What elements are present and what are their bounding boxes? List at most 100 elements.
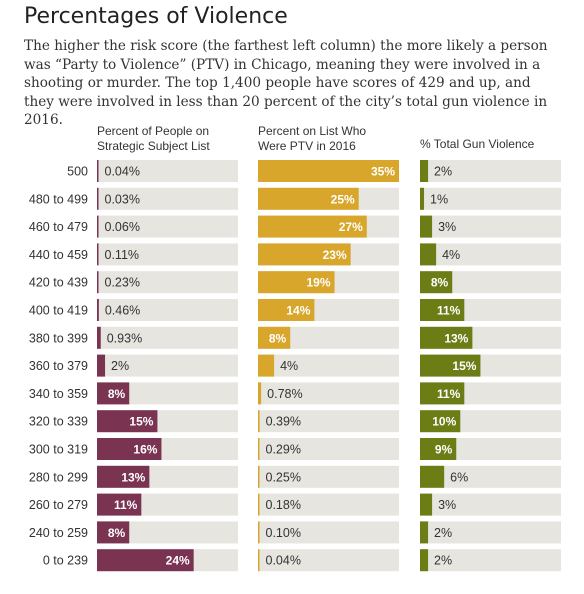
row-label: 320 to 339	[29, 415, 88, 429]
column-header-people: Percent of People on	[97, 124, 209, 138]
bar-people	[97, 299, 99, 321]
data-label-people: 8%	[108, 387, 126, 401]
data-label-gun: 9%	[435, 443, 453, 457]
bar-gun	[420, 438, 457, 460]
bar-ptv	[258, 549, 260, 572]
data-label-ptv: 0.78%	[267, 387, 302, 401]
data-label-people: 0.04%	[105, 165, 140, 179]
row-label: 420 to 439	[29, 276, 88, 290]
bar-track	[258, 465, 399, 488]
bar-people	[97, 326, 101, 349]
bar-ptv	[258, 382, 262, 405]
bar-gun	[420, 521, 429, 544]
bar-track	[258, 549, 399, 572]
data-label-people: 0.46%	[105, 304, 140, 318]
column-header-people: Strategic Subject List	[97, 139, 210, 153]
bar-gun	[420, 243, 437, 266]
bar-ptv	[258, 299, 315, 321]
bar-people	[97, 187, 99, 210]
data-label-gun: 11%	[437, 387, 461, 401]
bar-track	[420, 160, 561, 182]
bar-people	[97, 465, 150, 488]
bar-gun	[420, 215, 433, 238]
data-label-people: 24%	[166, 554, 190, 568]
data-label-ptv: 0.04%	[266, 554, 301, 568]
bar-track	[258, 521, 399, 544]
bar-ptv	[258, 326, 291, 349]
bar-people	[97, 271, 99, 294]
bar-ptv	[258, 465, 260, 488]
bar-track	[97, 243, 238, 266]
bar-ptv	[258, 354, 275, 377]
data-label-ptv: 0.10%	[266, 526, 301, 540]
row-label: 240 to 259	[29, 526, 88, 540]
bar-gun	[420, 410, 461, 433]
bar-people	[97, 354, 106, 377]
data-label-gun: 2%	[434, 526, 452, 540]
bar-track	[97, 299, 238, 321]
chart-description: The higher the risk score (the farthest …	[24, 38, 548, 128]
bar-track	[258, 438, 399, 460]
row-label: 0 to 239	[43, 554, 88, 568]
bar-track	[97, 326, 238, 349]
bar-track	[97, 187, 238, 210]
bar-gun	[420, 299, 465, 321]
bar-track	[97, 160, 238, 182]
data-label-gun: 10%	[432, 415, 456, 429]
bar-gun	[420, 271, 453, 294]
data-label-ptv: 0.18%	[266, 498, 301, 512]
data-label-gun: 3%	[438, 220, 456, 234]
bar-gun	[420, 326, 473, 349]
bar-track	[258, 326, 399, 349]
bar-people	[97, 243, 99, 266]
bar-people	[97, 438, 162, 460]
data-label-people: 2%	[111, 359, 129, 373]
bar-ptv	[258, 410, 260, 433]
bar-track	[97, 215, 238, 238]
data-label-people: 8%	[108, 526, 126, 540]
data-label-ptv: 0.39%	[266, 415, 301, 429]
bar-track	[420, 187, 561, 210]
data-label-ptv: 25%	[331, 192, 355, 206]
row-label: 440 to 459	[29, 248, 88, 262]
bar-ptv	[258, 271, 335, 294]
data-label-ptv: 8%	[269, 331, 287, 345]
data-label-gun: 3%	[438, 498, 456, 512]
data-label-ptv: 4%	[280, 359, 298, 373]
column-header-ptv: Were PTV in 2016	[258, 139, 356, 153]
bar-track	[97, 271, 238, 294]
data-label-ptv: 14%	[286, 304, 310, 318]
row-label: 400 to 419	[29, 304, 88, 318]
bar-track	[97, 521, 238, 544]
data-label-people: 0.03%	[105, 192, 140, 206]
bar-track	[420, 549, 561, 572]
data-label-ptv: 0.25%	[266, 470, 301, 484]
data-label-people: 0.06%	[105, 220, 140, 234]
bar-track	[420, 243, 561, 266]
data-label-people: 13%	[121, 470, 145, 484]
bar-people	[97, 549, 194, 572]
row-label: 500	[67, 165, 88, 179]
bar-gun	[420, 160, 429, 182]
bar-ptv	[258, 187, 359, 210]
bar-track	[420, 521, 561, 544]
data-label-people: 0.11%	[105, 248, 140, 262]
bar-people	[97, 160, 99, 182]
bar-track	[258, 382, 399, 405]
row-label: 300 to 319	[29, 443, 88, 457]
data-label-ptv: 35%	[371, 165, 395, 179]
bar-ptv	[258, 521, 260, 544]
bar-people	[97, 493, 142, 516]
bar-gun	[420, 187, 425, 210]
data-label-ptv: 27%	[339, 220, 363, 234]
row-label: 280 to 299	[29, 470, 88, 484]
bar-track	[420, 215, 561, 238]
bar-ptv	[258, 493, 260, 516]
bar-track	[258, 354, 399, 377]
data-label-ptv: 23%	[323, 248, 347, 262]
bar-people	[97, 215, 99, 238]
data-label-ptv: 0.29%	[266, 443, 301, 457]
column-header-ptv: Percent on List Who	[258, 124, 366, 138]
data-label-people: 15%	[129, 415, 153, 429]
